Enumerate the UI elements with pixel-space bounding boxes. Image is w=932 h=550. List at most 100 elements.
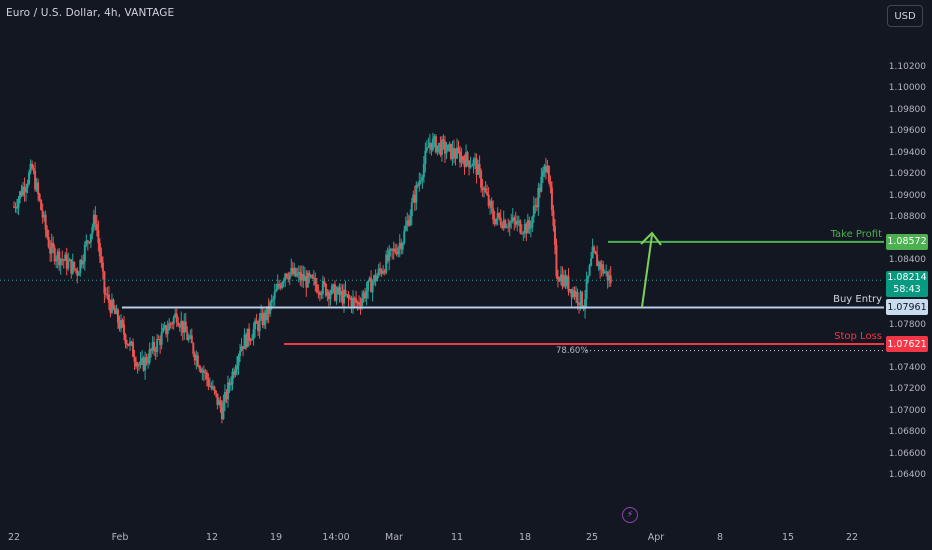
- time-tick-label: Feb: [111, 532, 129, 543]
- candle-body: [443, 141, 446, 154]
- candle-body: [169, 323, 172, 325]
- candle-body: [92, 214, 95, 228]
- candle-body: [404, 225, 407, 231]
- candle-body: [260, 313, 263, 319]
- candle-body: [368, 277, 371, 281]
- candle-body: [112, 299, 115, 309]
- candle-body: [590, 258, 593, 266]
- candle-body: [35, 182, 38, 190]
- candle-body: [391, 248, 394, 251]
- candle-body: [352, 297, 355, 307]
- candle-body: [205, 372, 208, 380]
- candle-body: [204, 372, 207, 374]
- candle-body: [258, 318, 261, 332]
- time-tick-label: 22: [845, 532, 859, 543]
- candle-body: [174, 313, 177, 318]
- lightning-icon[interactable]: ⚡: [622, 507, 638, 523]
- candle-body: [165, 325, 168, 335]
- candle-body: [166, 330, 169, 335]
- candle-body: [403, 230, 406, 244]
- candle-body: [510, 221, 513, 223]
- candle-body: [118, 322, 121, 329]
- price-tick-label: 1.08800: [888, 212, 926, 223]
- time-tick-label: 22: [7, 532, 21, 543]
- candle-body: [154, 350, 157, 352]
- candle-body: [229, 384, 232, 386]
- candle-body: [463, 160, 466, 167]
- candle-body: [86, 240, 89, 243]
- candle-body: [192, 343, 195, 354]
- candle-body: [19, 191, 22, 199]
- candle-body: [346, 294, 349, 296]
- arrow-icon[interactable]: [640, 231, 662, 308]
- candle-body: [17, 198, 20, 208]
- price-tick-label: 1.09000: [888, 190, 926, 201]
- candle-body: [187, 337, 190, 340]
- candle-body: [29, 163, 32, 173]
- candle-body: [23, 186, 26, 193]
- candle-body: [291, 267, 294, 275]
- candle-body: [380, 270, 383, 274]
- candle-body: [480, 170, 483, 188]
- candle-body: [163, 325, 166, 328]
- price-tick-label: 1.06400: [888, 470, 926, 481]
- candle-body: [79, 259, 82, 273]
- candle-body: [135, 361, 138, 367]
- candle-body: [303, 276, 306, 281]
- candle-body: [370, 277, 373, 293]
- candle-body: [421, 177, 424, 181]
- candle-body: [312, 277, 315, 279]
- candle-body: [68, 259, 71, 262]
- candle-body: [121, 320, 124, 325]
- candle-body: [97, 229, 100, 244]
- candle-body: [43, 214, 46, 218]
- time-tick-label: Mar: [385, 532, 403, 543]
- candle-body: [198, 366, 201, 369]
- candle-body: [382, 270, 385, 274]
- candle-body: [389, 248, 392, 250]
- candle-body: [46, 229, 49, 237]
- candle-body: [119, 320, 122, 329]
- candle-body: [428, 142, 431, 148]
- candle-body: [385, 254, 388, 273]
- time-tick-label: 8: [716, 532, 724, 543]
- candle-body: [437, 142, 440, 146]
- candle-body: [220, 407, 223, 420]
- candle-body: [133, 356, 136, 362]
- candle-body: [386, 254, 389, 261]
- candle-body: [502, 220, 505, 229]
- candle-body: [469, 165, 472, 168]
- candle-body: [186, 332, 189, 340]
- candle-body: [232, 371, 235, 375]
- candle-body: [540, 176, 543, 192]
- currency-button[interactable]: USD: [887, 5, 923, 27]
- candle-body: [41, 210, 44, 218]
- candle-body: [522, 232, 525, 234]
- take-profit-label: Take Profit: [830, 228, 882, 240]
- candle-body: [489, 201, 492, 206]
- candle-body: [472, 159, 475, 166]
- candles-layer: [13, 132, 612, 424]
- candle-body: [597, 262, 600, 267]
- candle-body: [401, 243, 404, 250]
- candle-body: [183, 321, 186, 333]
- candle-body: [115, 309, 118, 315]
- candle-body: [495, 218, 498, 225]
- stop-loss-label: Stop Loss: [834, 331, 882, 343]
- candle-body: [308, 272, 311, 277]
- candle-body: [392, 248, 395, 251]
- candle-body: [519, 220, 522, 233]
- candle-body: [95, 223, 98, 230]
- candle-body: [585, 278, 588, 300]
- candle-body: [107, 294, 110, 303]
- price-tick-label: 1.08400: [888, 255, 926, 266]
- candle-body: [475, 158, 478, 175]
- candle-body: [486, 192, 489, 195]
- candle-body: [270, 299, 273, 303]
- candle-body: [263, 312, 266, 326]
- candle-body: [400, 242, 403, 250]
- candle-body: [332, 284, 335, 286]
- candle-body: [70, 259, 73, 274]
- candle-body: [113, 308, 116, 315]
